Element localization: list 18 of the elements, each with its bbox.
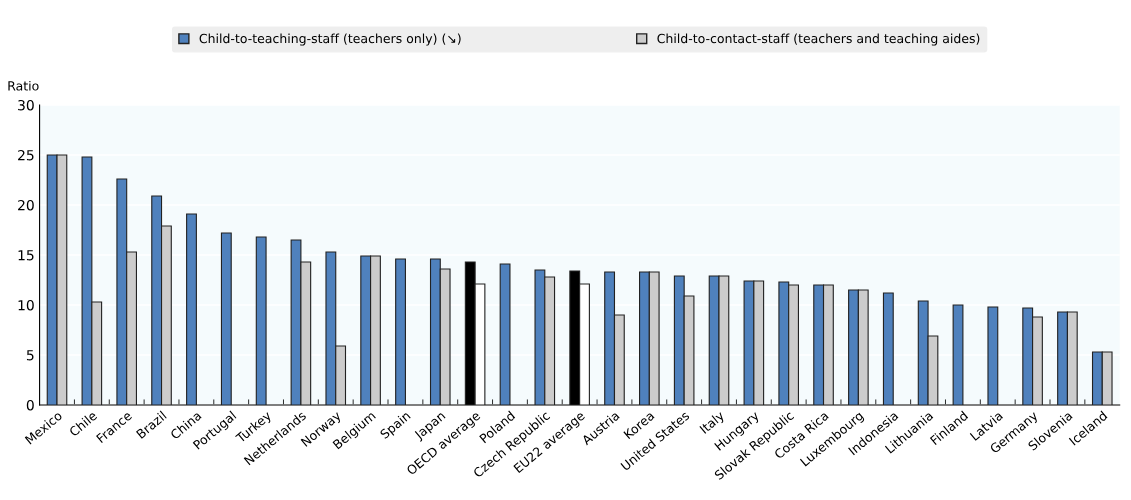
legend-label: Child-to-teaching-staff (teachers only) (↘) — [199, 33, 461, 46]
bar — [882, 292, 894, 405]
y-tick-label: 20 — [18, 199, 34, 211]
bar — [186, 213, 197, 405]
bar — [395, 258, 406, 405]
bar — [499, 263, 511, 405]
y-tick-label: 15 — [18, 250, 34, 261]
y-tick-label: 5 — [26, 350, 34, 361]
y-axis-title: Ratio — [8, 80, 39, 91]
bar — [255, 236, 267, 405]
bar — [987, 306, 999, 405]
y-tick-label: 10 — [18, 299, 34, 311]
bar — [952, 304, 964, 405]
y-tick-label: 0 — [26, 399, 34, 411]
legend-label: Child-to-contact-staff (teachers and teaching aides) — [657, 33, 980, 46]
y-tick-label: 25 — [18, 149, 34, 161]
bar — [220, 232, 232, 405]
y-tick-label: 30 — [18, 99, 34, 111]
